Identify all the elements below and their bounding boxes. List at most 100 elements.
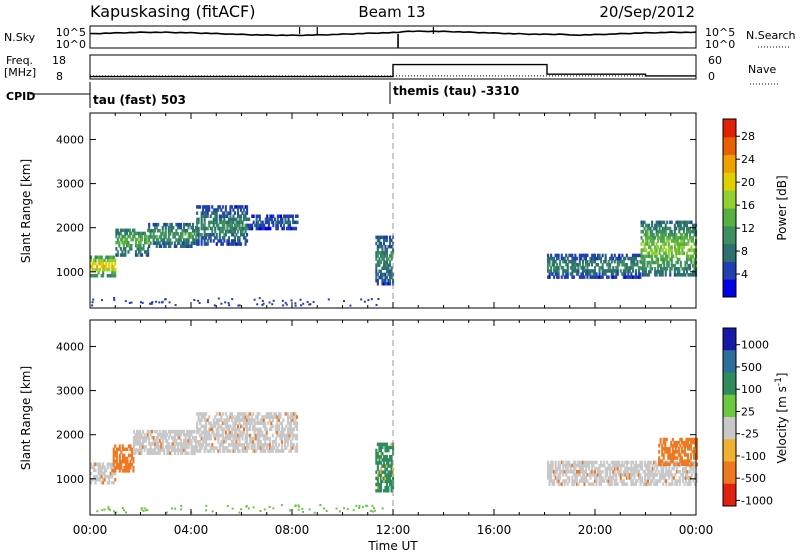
echo-cell [143, 432, 146, 437]
echo-cell [675, 226, 678, 231]
echo-cell [124, 231, 127, 236]
echo-cell [217, 440, 220, 444]
velocity-colorbar-tick-label: -1000 [741, 494, 773, 507]
echo-cell [693, 273, 696, 277]
echo-cell [230, 233, 233, 237]
echo-cell [152, 238, 155, 242]
echo-cell [218, 418, 221, 422]
power-colorbar-tick-label: 20 [741, 176, 755, 189]
echo-cell [563, 482, 566, 486]
echo-cell [662, 482, 665, 486]
echo-cell [190, 445, 193, 449]
echo-cell [200, 446, 203, 450]
echo-cell [176, 225, 179, 230]
echo-cell [232, 427, 235, 432]
echo-cell [90, 465, 93, 470]
echo-cell [274, 427, 277, 432]
echo-cell [551, 460, 554, 465]
echo-cell [262, 449, 265, 453]
echo-cell [264, 440, 267, 444]
echo-cell [208, 427, 211, 432]
echo-cell [121, 456, 124, 461]
echo-cell [695, 476, 698, 480]
echo-cell [294, 433, 297, 438]
echo-cell [237, 433, 240, 438]
echo-cell [232, 239, 235, 243]
power-colorbar-swatch [723, 119, 736, 138]
echo-cell [668, 453, 671, 457]
echo-cell [619, 479, 622, 483]
echo-cell [684, 479, 687, 483]
echo-cell [600, 463, 603, 468]
echo-cell [208, 436, 211, 441]
echo-cell [271, 443, 274, 447]
echo-cell [192, 235, 195, 239]
echo-cell [684, 267, 687, 271]
echo-cell [663, 460, 666, 465]
echo-cell [145, 253, 148, 257]
echo-cell [203, 424, 206, 429]
echo-cell [654, 460, 657, 465]
echo-cell [268, 449, 271, 453]
echo-cell [175, 222, 178, 227]
echo-speckle [224, 301, 227, 304]
echo-cell [223, 211, 226, 215]
echo-cell [382, 251, 385, 255]
echo-cell [690, 236, 693, 240]
echo-cell [572, 473, 575, 477]
echo-cell [114, 453, 117, 458]
echo-cell [678, 248, 681, 252]
echo-cell [654, 251, 657, 255]
echo-cell [164, 432, 167, 437]
echo-cell [123, 447, 126, 451]
echo-cell [243, 418, 246, 422]
echo-cell [609, 266, 612, 270]
echo-cell [294, 421, 297, 425]
echo-cell [384, 485, 387, 490]
echo-cell [93, 474, 96, 479]
echo-cell [554, 460, 557, 465]
echo-cell [144, 237, 147, 242]
echo-cell [660, 473, 663, 477]
echo-cell [679, 245, 682, 249]
echo-cell [379, 489, 382, 493]
echo-cell [286, 440, 289, 444]
echo-cell [233, 217, 236, 222]
echo-cell [142, 436, 145, 440]
echo-cell [196, 421, 199, 425]
echo-speckle [101, 509, 104, 512]
echo-cell [258, 217, 261, 222]
echo-cell [598, 253, 601, 258]
echo-cell [379, 445, 382, 450]
echo-cell [641, 460, 644, 465]
echo-cell [643, 270, 646, 274]
echo-cell [264, 436, 267, 441]
echo-cell [696, 447, 699, 451]
echo-cell [657, 263, 660, 268]
echo-cell [241, 415, 244, 419]
echo-cell [203, 446, 206, 450]
echo-cell [192, 451, 195, 455]
echo-cell [166, 448, 169, 452]
echo-cell [137, 439, 140, 443]
echo-cell [229, 214, 232, 218]
echo-cell [571, 259, 574, 264]
echo-cell [152, 439, 155, 443]
echo-cell [91, 264, 94, 269]
echo-cell [111, 255, 114, 259]
echo-cell [569, 266, 572, 270]
echo-cell [166, 241, 169, 245]
echo-cell [387, 445, 390, 450]
echo-cell [106, 465, 109, 470]
velocity-colorbar-tick-label: 25 [741, 405, 755, 418]
echo-cell [685, 267, 688, 271]
echo-cell [148, 448, 151, 452]
echo-cell [257, 214, 260, 218]
echo-cell [212, 424, 215, 429]
echo-cell [548, 259, 551, 264]
echo-cell [685, 462, 688, 466]
echo-cell [233, 239, 236, 243]
echo-cell [261, 446, 264, 450]
echo-cell [296, 214, 299, 218]
echo-cell [696, 456, 699, 460]
